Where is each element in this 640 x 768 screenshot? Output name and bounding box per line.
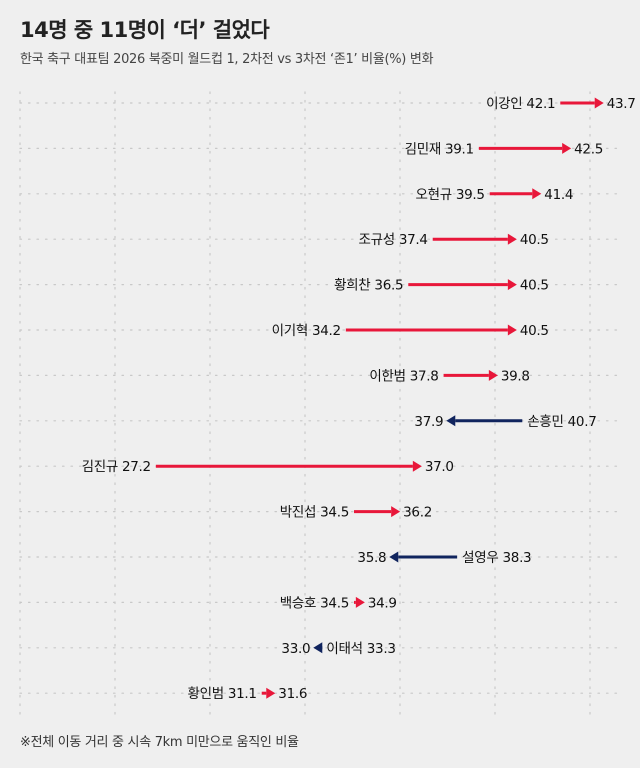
start-label: 김진규 27.2 xyxy=(82,459,151,475)
arrow-head xyxy=(507,279,517,291)
row-오현규: 오현규 39.5 41.4 xyxy=(415,187,573,203)
start-label: 설영우 38.3 xyxy=(462,550,531,566)
start-label: 이강인 42.1 xyxy=(486,96,555,112)
arrow-head xyxy=(446,415,456,427)
row-설영우: 설영우 38.3 35.8 xyxy=(357,550,531,566)
start-label: 조규성 37.4 xyxy=(358,232,427,248)
arrow-head xyxy=(313,642,323,654)
arrow-head xyxy=(391,506,401,518)
row-조규성: 조규성 37.4 40.5 xyxy=(358,232,549,248)
row-손흥민: 손흥민 40.7 37.9 xyxy=(414,414,596,430)
arrow-head xyxy=(562,142,572,154)
chart-subtitle: 한국 축구 대표팀 2026 북중미 월드컵 1, 2차전 vs 3차전 ‘존1… xyxy=(20,52,434,67)
arrow-head xyxy=(594,97,604,109)
end-value-label: 40.5 xyxy=(520,232,549,248)
end-value-label: 40.5 xyxy=(520,323,549,339)
arrow-head xyxy=(507,233,517,245)
row-이강인: 이강인 42.1 43.7 xyxy=(486,96,636,112)
end-value-label: 41.4 xyxy=(544,187,573,203)
end-value-label: 36.2 xyxy=(403,505,432,521)
start-label: 이태석 33.3 xyxy=(326,641,395,657)
end-value-label: 37.0 xyxy=(425,459,454,475)
chart-title: 14명 중 11명이 ‘더’ 걸었다 xyxy=(20,18,270,42)
start-label: 이한범 37.8 xyxy=(369,368,438,384)
row-이태석: 이태석 33.3 33.0 xyxy=(281,641,396,657)
arrow-head xyxy=(266,687,276,699)
row-황인범: 황인범 31.1 31.6 xyxy=(187,686,307,702)
arrow-head xyxy=(507,324,517,336)
arrow-head xyxy=(488,369,498,381)
row-김민재: 김민재 39.1 42.5 xyxy=(405,141,604,157)
row-박진섭: 박진섭 34.5 36.2 xyxy=(280,505,433,521)
arrow-head xyxy=(412,460,422,472)
start-label: 손흥민 40.7 xyxy=(527,414,596,430)
start-label: 박진섭 34.5 xyxy=(280,505,349,521)
arrow-head xyxy=(355,596,365,608)
row-백승호: 백승호 34.5 34.9 xyxy=(280,595,397,611)
start-label: 황희찬 36.5 xyxy=(334,278,403,294)
end-value-label: 42.5 xyxy=(574,141,603,157)
start-label: 이기혁 34.2 xyxy=(272,323,341,339)
end-value-label: 43.7 xyxy=(607,96,636,112)
grid-lines xyxy=(19,91,621,719)
end-value-label: 35.8 xyxy=(357,550,386,566)
start-label: 황인범 31.1 xyxy=(187,686,256,702)
arrow-head xyxy=(389,551,399,563)
end-value-label: 34.9 xyxy=(368,595,397,611)
footnote: ※전체 이동 거리 중 시속 7km 미만으로 움직인 비율 xyxy=(20,735,299,750)
start-label: 오현규 39.5 xyxy=(415,187,484,203)
start-label: 김민재 39.1 xyxy=(405,141,474,157)
row-김진규: 김진규 27.2 37.0 xyxy=(82,459,454,475)
row-이한범: 이한범 37.8 39.8 xyxy=(369,368,530,384)
start-label: 백승호 34.5 xyxy=(280,595,349,611)
arrow-head xyxy=(532,188,542,200)
end-value-label: 31.6 xyxy=(278,686,307,702)
end-value-label: 33.0 xyxy=(281,641,310,657)
row-이기혁: 이기혁 34.2 40.5 xyxy=(272,323,549,339)
end-value-label: 39.8 xyxy=(501,368,530,384)
end-value-label: 40.5 xyxy=(520,278,549,294)
row-황희찬: 황희찬 36.5 40.5 xyxy=(334,278,549,294)
end-value-label: 37.9 xyxy=(414,414,443,430)
